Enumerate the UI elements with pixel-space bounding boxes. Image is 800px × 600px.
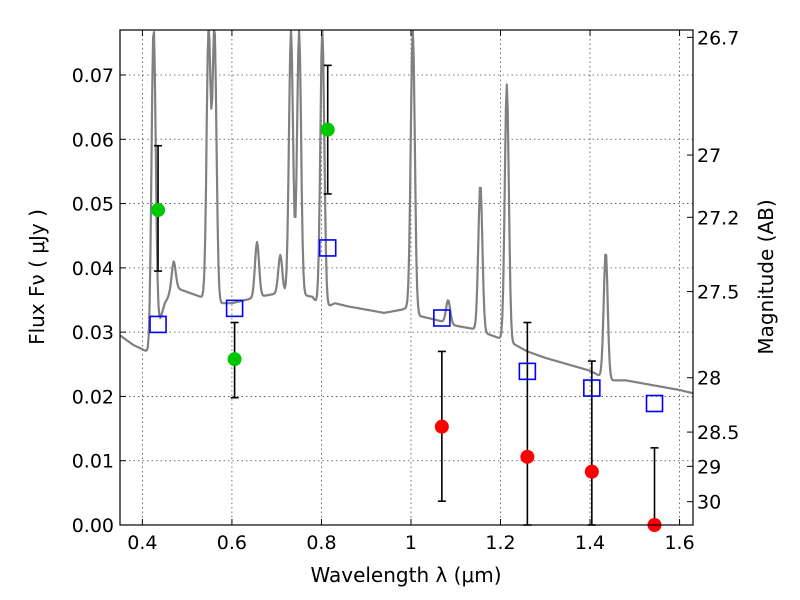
x-axis-label: Wavelength λ (μm)	[310, 563, 501, 587]
x-tick-label: 0.6	[217, 532, 247, 554]
y-tick-label: 0.00	[72, 515, 114, 537]
plot-frame	[119, 29, 694, 526]
model-point	[433, 309, 451, 327]
spectrum-layer	[120, 30, 693, 395]
x-tick-label: 1	[405, 532, 417, 554]
y-tick-label: 0.04	[72, 258, 114, 280]
y-axis-label: Flux Fν ( μJy )	[25, 209, 49, 345]
y2-tick-label: 27.5	[697, 282, 739, 304]
model-point	[518, 362, 537, 381]
marker-layer	[149, 122, 664, 532]
x-tick-label: 0.8	[306, 532, 336, 554]
y-tick-label: 0.03	[72, 322, 114, 344]
y2-tick-label: 28	[697, 368, 721, 390]
data-point	[320, 122, 335, 137]
y2-tick-label: 28.5	[697, 422, 739, 444]
model-point	[149, 315, 167, 334]
data-point	[584, 464, 599, 479]
model-point	[645, 394, 664, 413]
y2-tick-label: 27.2	[697, 207, 739, 229]
data-point	[151, 203, 166, 217]
data-point	[520, 449, 535, 464]
y2-tick-label: 26.7	[697, 27, 739, 49]
y-tick-label: 0.05	[72, 194, 114, 216]
data-point	[227, 352, 242, 367]
y-tick-label: 0.07	[72, 65, 114, 87]
model-point	[583, 379, 601, 397]
ticks: 0.4 0.6 0.8 1 1.2 1.4 1.6 0.00 0.01 0.02 0.03 0.04 0…	[72, 27, 740, 554]
y-tick-label: 0.02	[72, 386, 114, 408]
data-point	[434, 419, 449, 434]
model-point	[225, 299, 244, 318]
y2-tick-label: 29	[697, 456, 721, 478]
y-tick-label: 0.01	[72, 451, 114, 473]
y2-tick-label: 30	[697, 492, 721, 514]
y-tick-label: 0.06	[72, 129, 114, 151]
x-tick-label: 0.4	[127, 532, 157, 554]
y2-axis-label: Magnitude (AB)	[754, 199, 778, 354]
spectrum-line	[120, 30, 693, 395]
x-tick-label: 1.2	[485, 532, 515, 554]
x-tick-label: 1.6	[664, 532, 694, 554]
model-point	[318, 239, 337, 257]
x-tick-label: 1.4	[575, 532, 605, 554]
y2-tick-label: 27	[697, 145, 721, 167]
